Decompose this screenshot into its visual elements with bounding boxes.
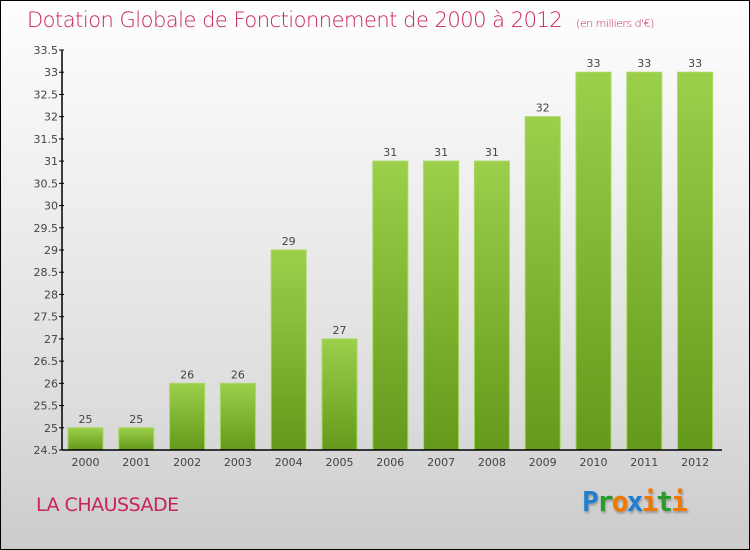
commune-name: LA CHAUSSADE — [36, 494, 179, 516]
logo-letter: x — [626, 485, 644, 518]
y-tick-label: 25.5 — [34, 400, 59, 413]
value-label: 27 — [333, 324, 347, 337]
proxiti-logo: Proxiti — [582, 485, 688, 518]
bar-2012 — [677, 71, 714, 451]
x-tick-label: 2011 — [630, 456, 658, 469]
y-tick-label: 29.5 — [34, 222, 59, 235]
y-tick-label: 30.5 — [34, 177, 59, 190]
logo-letter: o — [611, 485, 629, 518]
x-tick-label: 2004 — [275, 456, 303, 469]
y-tick-label: 31 — [44, 155, 58, 168]
chart-title: Dotation Globale de Fonctionnement de 20… — [27, 8, 654, 32]
y-tick-label: 25 — [44, 422, 58, 435]
value-label: 31 — [383, 146, 397, 159]
title-text: Dotation Globale de Fonctionnement de 20… — [27, 8, 563, 32]
x-tick-label: 2005 — [326, 456, 354, 469]
x-tick-label: 2003 — [224, 456, 252, 469]
y-tick-label: 28.5 — [34, 266, 59, 279]
logo-letter: i — [641, 485, 658, 518]
y-tick-label: 27 — [44, 333, 58, 346]
value-label: 26 — [180, 368, 194, 381]
bar-2001 — [118, 427, 155, 451]
bar-2002 — [169, 382, 206, 451]
y-tick-label: 26.5 — [34, 355, 59, 368]
x-tick-label: 2001 — [122, 456, 150, 469]
value-label: 29 — [282, 235, 296, 248]
y-tick-label: 24.5 — [34, 444, 59, 457]
value-label: 32 — [536, 102, 550, 115]
bar-2000 — [67, 427, 104, 451]
y-tick-label: 28 — [44, 288, 58, 301]
logo-letter: t — [656, 485, 673, 518]
logo-letter: P — [582, 485, 599, 518]
y-tick-label: 33.5 — [34, 44, 59, 57]
y-tick-label: 27.5 — [34, 311, 59, 324]
value-label: 25 — [79, 413, 93, 426]
y-tick-label: 26 — [44, 377, 58, 390]
x-tick-label: 2000 — [72, 456, 100, 469]
bar-2007 — [423, 160, 460, 451]
value-label: 33 — [688, 57, 702, 70]
y-tick-label: 33 — [44, 66, 58, 79]
logo-letter: r — [596, 485, 614, 518]
bar-2011 — [626, 71, 663, 451]
logo-letter: i — [671, 485, 688, 518]
bar-2008 — [473, 160, 510, 451]
x-tick-label: 2002 — [173, 456, 201, 469]
x-tick-label: 2009 — [529, 456, 557, 469]
x-tick-label: 2008 — [478, 456, 506, 469]
bar-2006 — [372, 160, 409, 451]
bar-2004 — [270, 249, 307, 451]
x-tick-label: 2007 — [427, 456, 455, 469]
value-label: 33 — [587, 57, 601, 70]
bar-2003 — [219, 382, 256, 451]
x-tick-label: 2006 — [376, 456, 404, 469]
y-tick-label: 32 — [44, 111, 58, 124]
bar-2009 — [524, 116, 561, 451]
x-tick-label: 2012 — [681, 456, 709, 469]
value-label: 31 — [485, 146, 499, 159]
bar-2010 — [575, 71, 612, 451]
x-tick-label: 2010 — [580, 456, 608, 469]
value-label: 25 — [129, 413, 143, 426]
value-label: 31 — [434, 146, 448, 159]
y-tick-label: 31.5 — [34, 133, 59, 146]
value-label: 33 — [637, 57, 651, 70]
y-tick-label: 30 — [44, 200, 58, 213]
y-tick-label: 29 — [44, 244, 58, 257]
bar-2005 — [321, 338, 358, 451]
unit-label: (en milliers d'€) — [576, 17, 654, 30]
value-label: 26 — [231, 368, 245, 381]
y-tick-label: 32.5 — [34, 88, 59, 101]
